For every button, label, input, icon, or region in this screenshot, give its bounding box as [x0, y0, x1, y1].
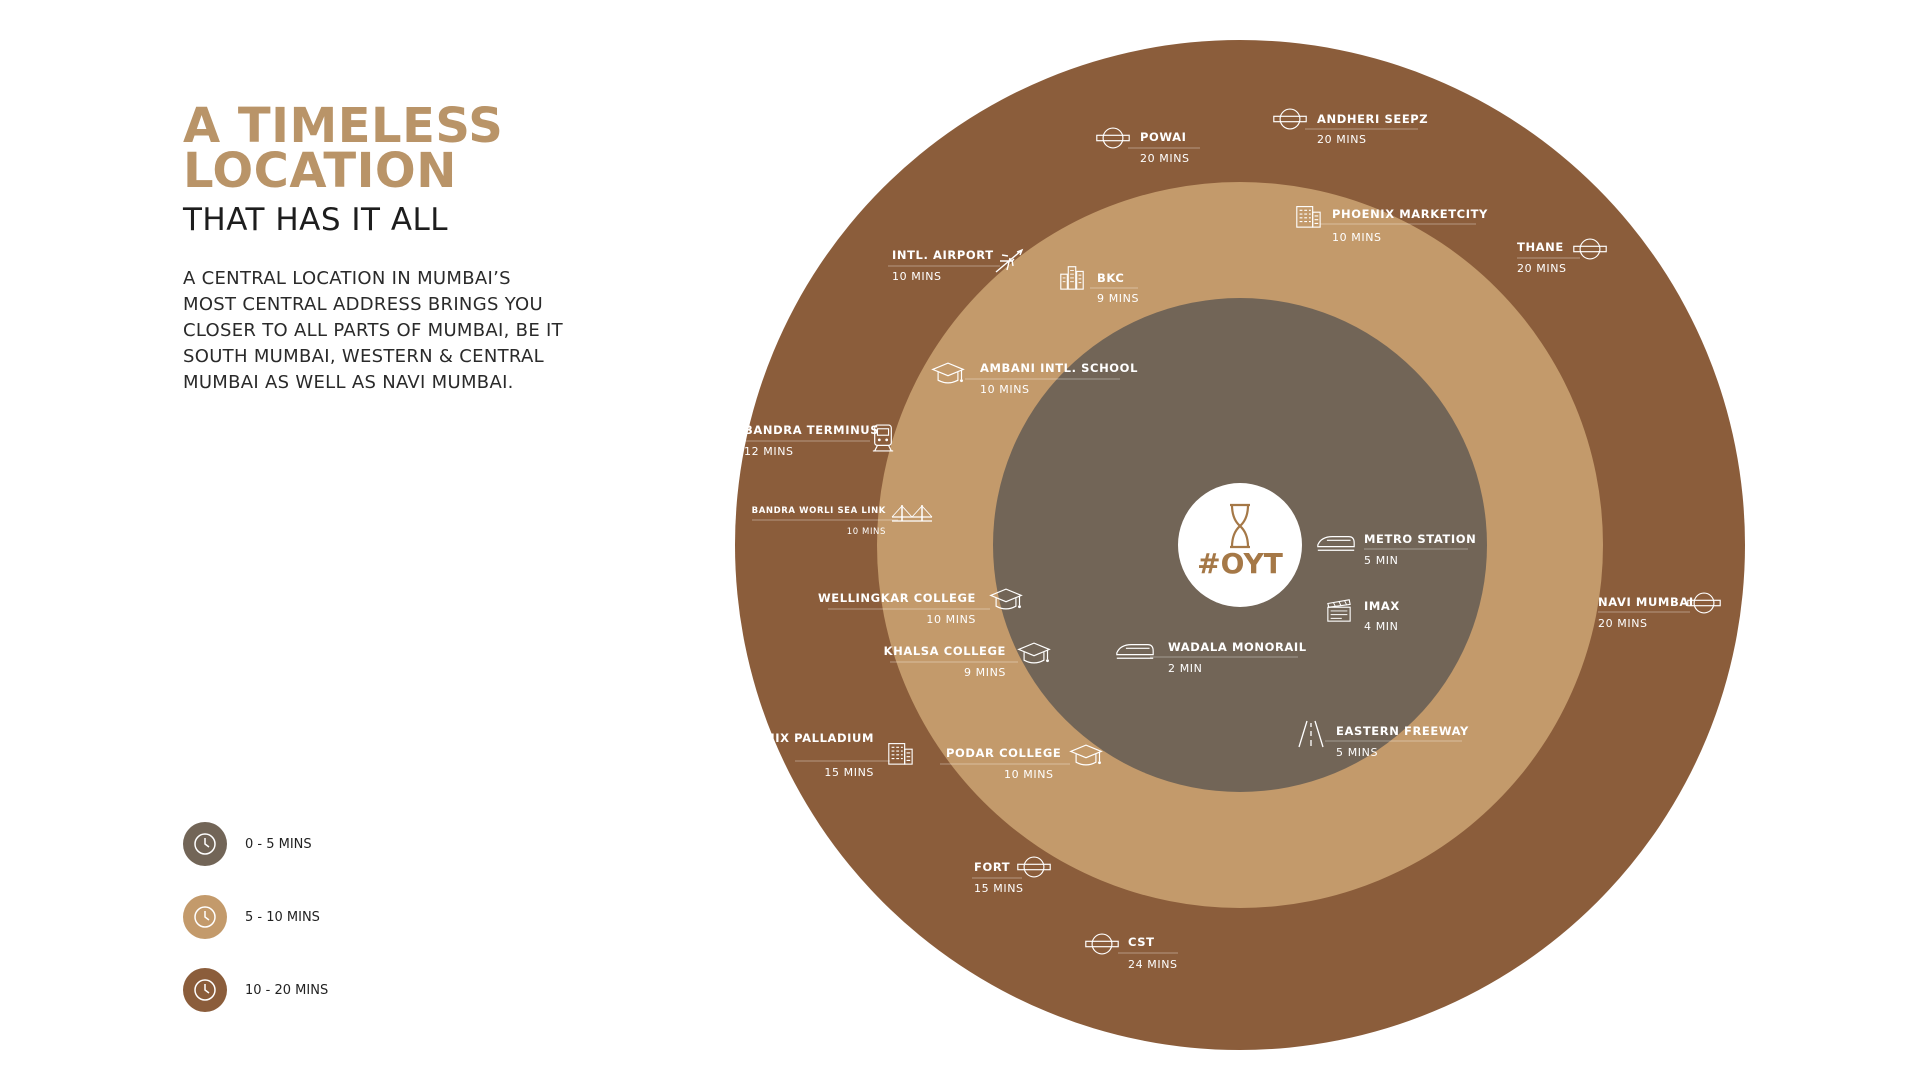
time-legend: 0 - 5 MINS 5 - 10 MINS 10 - 20 MINS — [183, 822, 328, 1041]
location-time: 24 MINS — [1128, 958, 1178, 971]
location-time: 20 MINS — [1517, 262, 1567, 275]
location-andheri-seepz: ANDHERI SEEPZ 20 MINS — [1273, 108, 1428, 146]
location-title: AMBANI INTL. SCHOOL — [980, 361, 1138, 375]
headline-line-1: A TIMELESS — [183, 98, 504, 154]
location-title: INTL. AIRPORT — [892, 248, 994, 262]
location-wellingkar-college: WELLINGKAR COLLEGE 10 MINS — [818, 588, 1022, 626]
description-line: MOST CENTRAL ADDRESS BRINGS YOU — [183, 294, 543, 315]
location-title: WELLINGKAR COLLEGE — [818, 591, 976, 605]
location-time: 4 MIN — [1364, 620, 1398, 633]
headline-line-2: LOCATION — [183, 143, 457, 199]
clock-icon — [194, 979, 216, 1001]
location-bandra-terminus: BANDRA TERMINUS 12 MINS — [740, 423, 894, 458]
location-time: 10 MINS — [847, 527, 886, 537]
location-time: 10 MINS — [892, 270, 942, 283]
location-time: 20 MINS — [1598, 617, 1648, 630]
legend-label: 0 - 5 MINS — [245, 836, 312, 852]
legend-item-5-10: 5 - 10 MINS — [183, 895, 328, 939]
location-time: 20 MINS — [1140, 152, 1190, 165]
clock-icon — [194, 833, 216, 855]
description-line: A CENTRAL LOCATION IN MUMBAI’S — [183, 268, 511, 289]
location-time: 15 MINS — [974, 882, 1024, 895]
location-eastern-freeway: EASTERN FREEWAY 5 MINS — [1298, 720, 1469, 759]
location-podar-college: PODAR COLLEGE 10 MINS — [940, 744, 1102, 781]
location-bandra-worli-sea-link: BANDRA WORLI SEA LINK 10 MINS — [752, 504, 933, 537]
location-metro-station: METRO STATION 5 MIN — [1317, 532, 1476, 567]
legend-label: 10 - 20 MINS — [245, 982, 329, 998]
location-time: 9 MINS — [1097, 292, 1139, 305]
center-logo-disc — [1178, 483, 1302, 607]
location-phoenix-marketcity: PHOENIX MARKETCITY 10 MINS — [1296, 206, 1488, 244]
location-time: 10 MINS — [980, 383, 1030, 396]
location-title: METRO STATION — [1364, 532, 1476, 546]
location-ambani-intl-school: AMBANI INTL. SCHOOL 10 MINS — [932, 361, 1138, 396]
location-title: PODAR COLLEGE — [946, 746, 1061, 760]
location-khalsa-college: KHALSA COLLEGE 9 MINS — [884, 642, 1050, 679]
location-time: 20 MINS — [1317, 133, 1367, 146]
location-time: 2 MIN — [1168, 662, 1202, 675]
location-title: THANE — [1517, 240, 1564, 254]
location-time: 10 MINS — [1004, 768, 1054, 781]
location-time: 5 MINS — [1336, 746, 1378, 759]
location-bkc: BKC 9 MINS — [1060, 266, 1139, 305]
legend-item-0-5: 0 - 5 MINS — [183, 822, 328, 866]
location-title: ANDHERI SEEPZ — [1317, 112, 1428, 126]
location-title: FORT — [974, 860, 1010, 874]
location-title: EASTERN FREEWAY — [1336, 724, 1469, 738]
location-title: BANDRA TERMINUS — [744, 423, 879, 437]
center-logo-text: #OYT — [1197, 547, 1283, 580]
legend-item-10-20: 10 - 20 MINS — [183, 968, 328, 1012]
location-imax: IMAX 4 MIN — [1327, 599, 1400, 633]
location-title: NAVI MUMBAI — [1598, 595, 1694, 609]
clock-icon — [194, 906, 216, 928]
location-title: BANDRA WORLI SEA LINK — [752, 506, 886, 516]
headline: A TIMELESS LOCATION — [183, 98, 504, 199]
description: A CENTRAL LOCATION IN MUMBAI’S MOST CENT… — [183, 266, 613, 396]
legend-swatch-5-10 — [183, 895, 227, 939]
legend-swatch-10-20 — [183, 968, 227, 1012]
location-time: 10 MINS — [926, 613, 976, 626]
subheadline: THAT HAS IT ALL — [183, 202, 449, 238]
description-line: SOUTH MUMBAI, WESTERN & CENTRAL — [183, 346, 544, 367]
location-title: KHALSA COLLEGE — [884, 644, 1006, 658]
location-time: 5 MIN — [1364, 554, 1398, 567]
location-thane: THANE 20 MINS — [1517, 238, 1607, 275]
location-fort: FORT 15 MINS — [972, 856, 1051, 895]
location-powai: POWAI 20 MINS — [1096, 127, 1200, 165]
location-wadala-monorail: WADALA MONORAIL 2 MIN — [1116, 640, 1307, 675]
location-phoenix-palladium: PHOENIX PALLADIUM 15 MINS — [727, 731, 913, 779]
location-time: 12 MINS — [744, 445, 794, 458]
description-line: MUMBAI AS WELL AS NAVI MUMBAI. — [183, 372, 514, 393]
location-title: PHOENIX MARKETCITY — [1332, 207, 1488, 221]
location-title: PHOENIX PALLADIUM — [727, 731, 874, 745]
center-logo: #OYT — [1178, 483, 1302, 607]
description-line: CLOSER TO ALL PARTS OF MUMBAI, BE IT — [183, 320, 563, 341]
location-intl-airport: INTL. AIRPORT 10 MINS — [888, 248, 1023, 283]
location-title: CST — [1128, 935, 1155, 949]
legend-label: 5 - 10 MINS — [245, 909, 320, 925]
location-title: POWAI — [1140, 130, 1187, 144]
location-time: 15 MINS — [824, 766, 874, 779]
legend-swatch-0-5 — [183, 822, 227, 866]
location-navi-mumbai: NAVI MUMBAI 20 MINS — [1598, 592, 1721, 630]
location-title: WADALA MONORAIL — [1168, 640, 1307, 654]
location-title: BKC — [1097, 271, 1124, 285]
hourglass-icon — [1230, 503, 1250, 549]
location-time: 9 MINS — [964, 666, 1006, 679]
location-title: IMAX — [1364, 599, 1400, 613]
location-time: 10 MINS — [1332, 231, 1382, 244]
location-cst: CST 24 MINS — [1085, 933, 1178, 971]
